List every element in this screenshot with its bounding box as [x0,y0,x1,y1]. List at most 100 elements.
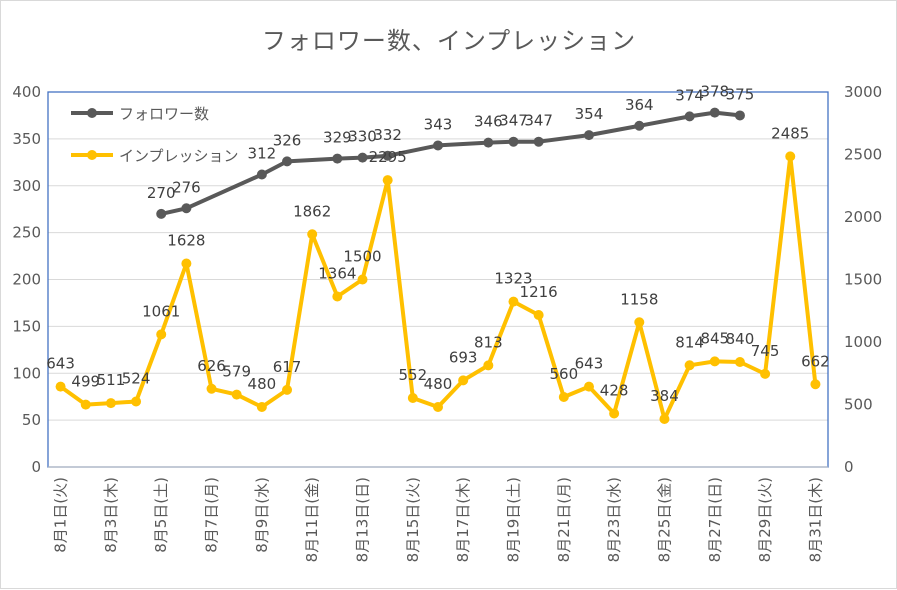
legend-swatch-marker [87,108,97,118]
series-lines [55,107,821,424]
data-point[interactable] [458,375,469,386]
left-y-tick-label: 100 [12,364,41,382]
data-label: 312 [248,145,277,163]
data-point[interactable] [80,399,91,410]
data-point[interactable] [508,136,519,147]
data-label: 1364 [318,265,356,283]
data-point[interactable] [583,130,594,141]
data-label: 329 [323,129,352,147]
data-point[interactable] [357,152,368,163]
data-point[interactable] [508,296,519,307]
data-label: 560 [549,365,578,383]
data-point[interactable] [206,383,217,394]
data-point[interactable] [734,357,745,367]
data-label: 1061 [142,302,180,320]
data-point[interactable] [483,360,494,371]
left-y-tick-label: 250 [12,224,41,242]
data-label: 480 [424,375,453,393]
data-point[interactable] [256,169,267,180]
data-label: 330 [348,128,377,146]
left-y-tick-label: 350 [12,130,41,148]
series-line-1 [160,110,741,216]
data-point[interactable] [181,203,192,214]
data-label: 375 [726,85,755,103]
x-tick-label: 8月13日(日) [354,477,372,562]
data-point[interactable] [332,153,343,164]
x-tick-label: 8月19日(土) [504,477,522,562]
data-point[interactable] [55,381,66,392]
data-point[interactable] [382,150,393,161]
right-y-tick-label: 2500 [844,146,882,164]
right-y-tick-label: 3000 [844,83,882,101]
data-point[interactable] [734,110,745,121]
data-point[interactable] [131,396,142,407]
data-label: 617 [273,358,302,376]
legend-label: インプレッション [119,147,239,165]
data-point[interactable] [433,402,443,412]
left-y-tick-label: 0 [31,458,41,476]
x-tick-label: 8月15日(火) [404,477,422,562]
data-label: 626 [197,357,226,375]
data-label: 693 [449,348,478,366]
data-point[interactable] [357,274,368,285]
data-point[interactable] [407,393,418,403]
x-tick-label: 8月29日(火) [756,477,774,562]
data-label: 643 [46,355,75,373]
data-label: 270 [147,184,176,202]
data-point[interactable] [634,317,645,328]
data-point[interactable] [256,402,267,412]
data-point[interactable] [282,384,293,395]
data-point[interactable] [609,408,620,419]
data-label: 374 [675,86,704,104]
data-label: 579 [222,363,251,381]
data-point[interactable] [156,208,167,219]
data-point[interactable] [634,120,645,131]
data-point[interactable] [760,368,771,379]
right-y-tick-label: 2000 [844,208,882,226]
data-point[interactable] [105,398,116,409]
data-point[interactable] [709,356,720,367]
data-label: 364 [625,96,654,114]
data-point[interactable] [156,329,167,340]
left-y-axis: 0 50 100 150 200 250 300 350 400 [12,83,41,476]
data-point[interactable] [659,414,670,424]
data-label: 354 [575,105,604,123]
x-tick-label: 8月5日(土) [152,477,170,553]
gridlines [48,91,828,421]
chart-title: フォロワー数、インプレッション [262,27,636,55]
legend-item[interactable]: インプレッション [71,147,239,165]
data-point[interactable] [181,258,192,269]
legend-item[interactable]: フォロワー数 [71,105,209,123]
left-y-tick-label: 200 [12,271,41,289]
data-point[interactable] [533,136,544,147]
data-label: 1216 [520,283,558,301]
right-y-tick-label: 500 [844,396,873,414]
data-label: 813 [474,333,503,351]
data-label: 1628 [167,232,205,250]
data-point[interactable] [684,111,695,122]
data-label: 2485 [771,124,809,142]
data-point[interactable] [483,137,494,148]
data-label: 384 [650,387,679,405]
data-point[interactable] [785,151,796,162]
data-point[interactable] [684,360,695,371]
data-point[interactable] [282,156,293,167]
data-point[interactable] [709,107,720,118]
data-point[interactable] [231,389,242,400]
data-point[interactable] [382,175,393,186]
data-point[interactable] [332,291,343,302]
data-point[interactable] [307,229,318,240]
data-point[interactable] [533,310,544,320]
data-point[interactable] [810,379,821,390]
data-label: 347 [524,112,553,130]
data-point[interactable] [583,381,594,392]
data-point[interactable] [558,392,569,402]
x-tick-label: 8月1日(火) [52,477,70,553]
x-tick-label: 8月17日(木) [454,477,472,562]
data-label: 845 [700,329,729,347]
data-point[interactable] [433,140,443,151]
data-label: 428 [600,382,629,400]
